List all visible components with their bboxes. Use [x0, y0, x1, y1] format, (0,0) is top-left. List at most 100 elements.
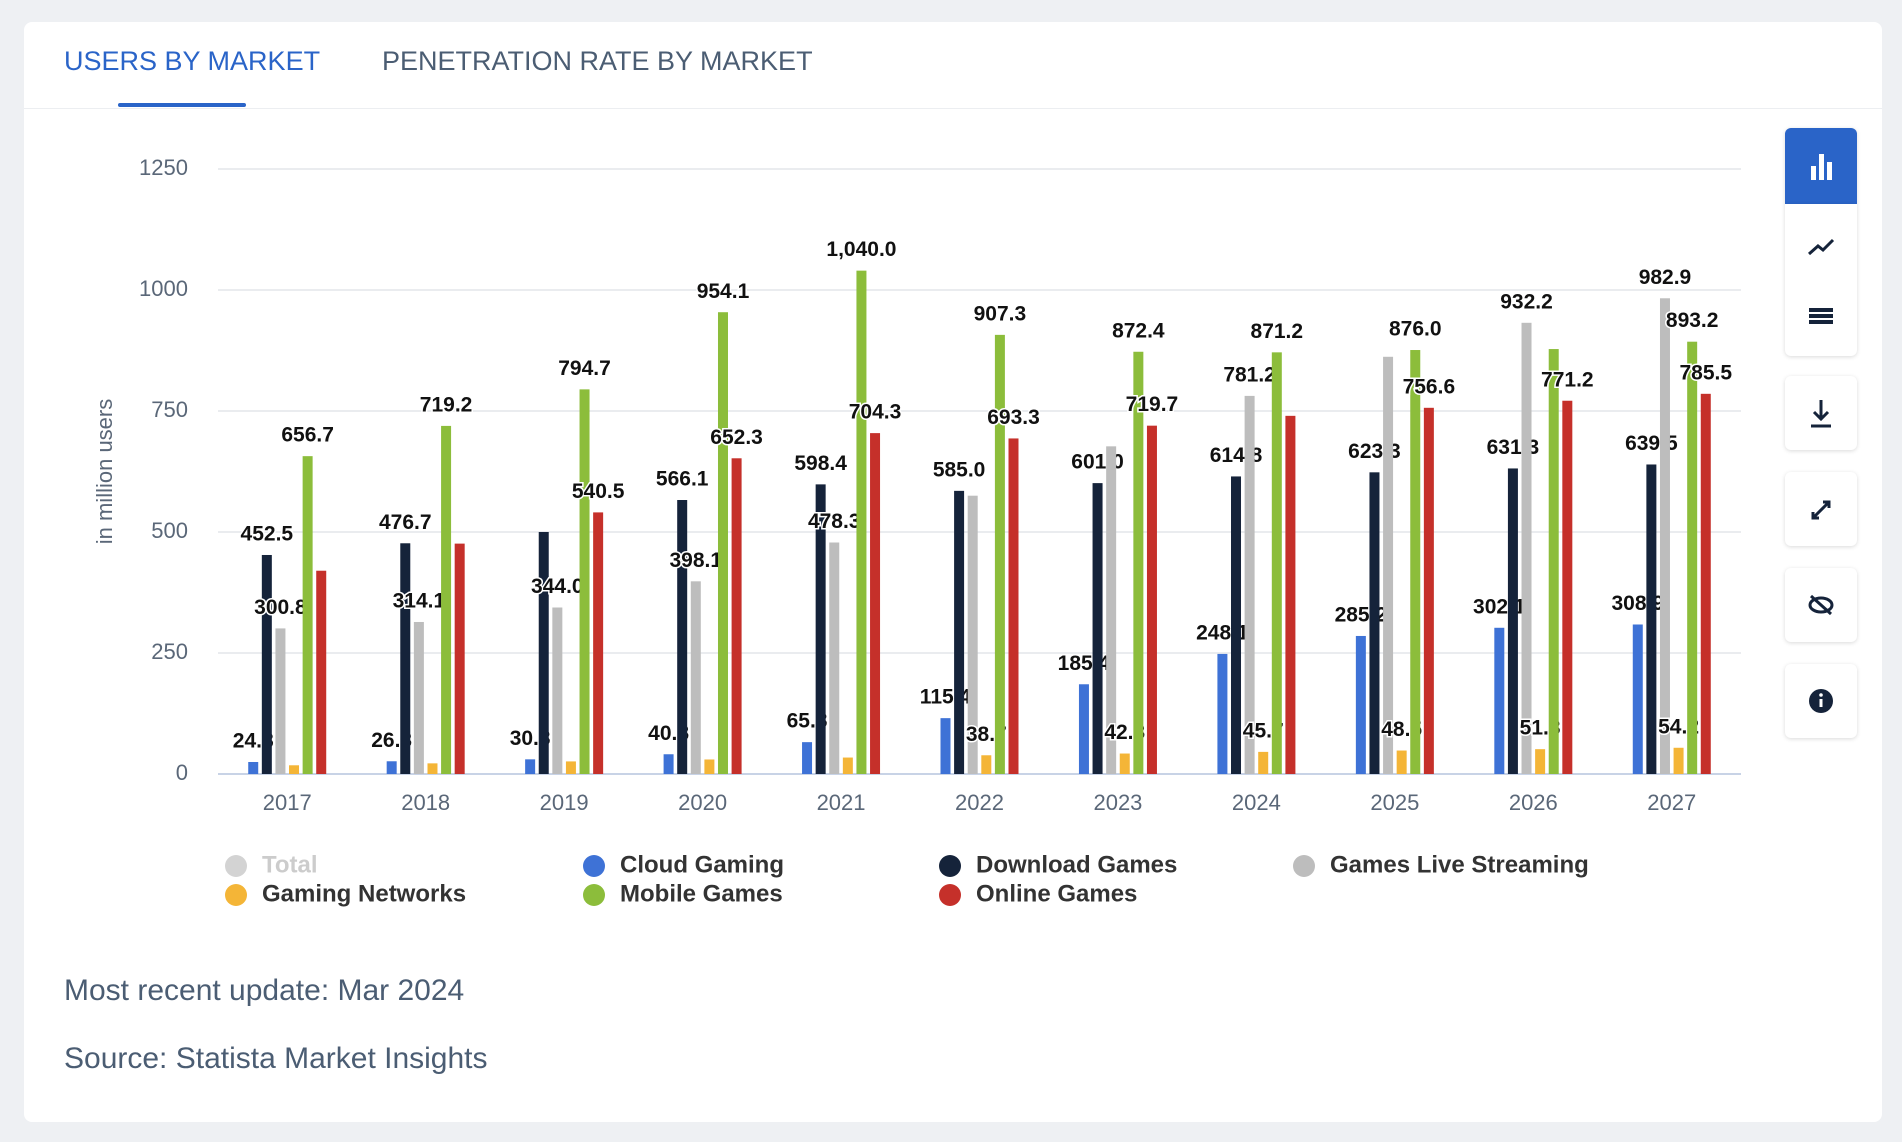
bar	[1521, 322, 1532, 774]
legend-marker	[939, 884, 961, 906]
icon	[1811, 154, 1832, 180]
bar	[1396, 750, 1407, 774]
bar	[663, 754, 674, 774]
legend-marker	[225, 855, 247, 877]
bar	[386, 761, 397, 774]
icon	[1811, 400, 1831, 428]
data-label: 344.0	[531, 575, 584, 598]
legend-label: Total	[262, 851, 318, 878]
data-label: 302.1	[1473, 595, 1526, 618]
data-label: 476.7	[379, 511, 432, 534]
bar	[1507, 468, 1518, 774]
bar	[1231, 476, 1242, 774]
bar	[815, 484, 826, 774]
bar-chart-button[interactable]	[1785, 128, 1857, 204]
y-tick-label: 250	[151, 639, 188, 664]
x-tick-label: 2027	[1647, 790, 1696, 815]
bar	[677, 500, 688, 774]
info-button[interactable]	[1785, 664, 1857, 738]
bar	[1355, 635, 1366, 774]
data-label: 719.7	[1126, 393, 1179, 416]
data-label: 871.2	[1251, 320, 1304, 343]
legend-label: Mobile Games	[620, 880, 783, 907]
data-label: 314.1	[393, 590, 446, 613]
bar	[1494, 627, 1505, 774]
bar	[1383, 356, 1394, 774]
bar	[441, 425, 452, 774]
data-label: 248.1	[1196, 621, 1249, 644]
divider	[24, 108, 1882, 109]
bar	[552, 607, 563, 774]
bar	[1078, 684, 1089, 774]
data-label: 893.2	[1666, 309, 1719, 332]
x-tick-label: 2024	[1232, 790, 1281, 815]
bar	[525, 759, 536, 774]
data-label: 876.0	[1389, 318, 1442, 341]
x-tick-label: 2018	[401, 790, 450, 815]
data-label: 598.4	[794, 452, 847, 475]
bar	[940, 718, 951, 774]
data-label: 704.3	[849, 401, 902, 424]
data-label: 907.3	[974, 302, 1027, 325]
card	[24, 22, 1882, 1122]
bar	[1146, 425, 1157, 774]
fullscreen-button[interactable]	[1785, 472, 1857, 546]
legend-label: Games Live Streaming	[1330, 851, 1589, 878]
legend-label: Online Games	[976, 880, 1137, 907]
bar	[248, 761, 259, 774]
y-tick-label: 0	[176, 760, 188, 785]
data-label: 478.3	[808, 510, 861, 533]
data-label: 872.4	[1112, 319, 1165, 342]
legend-marker	[939, 855, 961, 877]
bar	[981, 755, 992, 774]
bar	[1632, 624, 1643, 774]
bar	[802, 742, 813, 774]
bar	[1244, 395, 1255, 774]
bar	[870, 433, 881, 774]
bar	[731, 458, 742, 774]
legend-marker	[225, 884, 247, 906]
bar	[261, 554, 272, 774]
x-tick-label: 2023	[1093, 790, 1142, 815]
data-label: 954.1	[697, 280, 750, 303]
bar	[1369, 472, 1380, 774]
data-label: 932.2	[1500, 290, 1553, 313]
bar	[829, 542, 840, 774]
bar	[454, 543, 465, 774]
x-tick-label: 2026	[1509, 790, 1558, 815]
bar	[1687, 341, 1698, 774]
tab-indicator	[118, 103, 246, 107]
bar	[1092, 483, 1103, 774]
y-tick-label: 1250	[139, 155, 188, 180]
source-note: Source: Statista Market Insights	[64, 1042, 488, 1075]
legend-marker	[583, 855, 605, 877]
data-label: 639.5	[1625, 432, 1678, 455]
download-button[interactable]	[1785, 376, 1857, 450]
icon	[1808, 238, 1835, 324]
data-label: 652.3	[710, 426, 763, 449]
bar	[1535, 749, 1546, 774]
data-label: 452.5	[241, 523, 294, 546]
data-label: 719.2	[420, 393, 473, 416]
tab[interactable]: PENETRATION RATE BY MARKET	[382, 46, 813, 76]
bar	[565, 761, 576, 774]
x-tick-label: 2025	[1370, 790, 1419, 815]
bar	[1700, 393, 1711, 774]
bar	[1410, 350, 1421, 774]
bar	[316, 570, 327, 774]
bar	[1423, 407, 1434, 774]
bar	[289, 765, 300, 774]
bar	[856, 270, 867, 774]
x-tick-label: 2020	[678, 790, 727, 815]
hide-button[interactable]	[1785, 568, 1857, 642]
bar	[1562, 400, 1573, 774]
data-label: 794.7	[558, 357, 611, 380]
bar	[1008, 438, 1019, 774]
bar	[427, 763, 438, 774]
bar	[1673, 747, 1684, 774]
data-label: 781.2	[1223, 363, 1276, 386]
bar	[275, 628, 286, 774]
tab[interactable]: USERS BY MARKET	[64, 46, 321, 76]
data-label: 771.2	[1541, 368, 1594, 391]
bar	[538, 532, 549, 774]
